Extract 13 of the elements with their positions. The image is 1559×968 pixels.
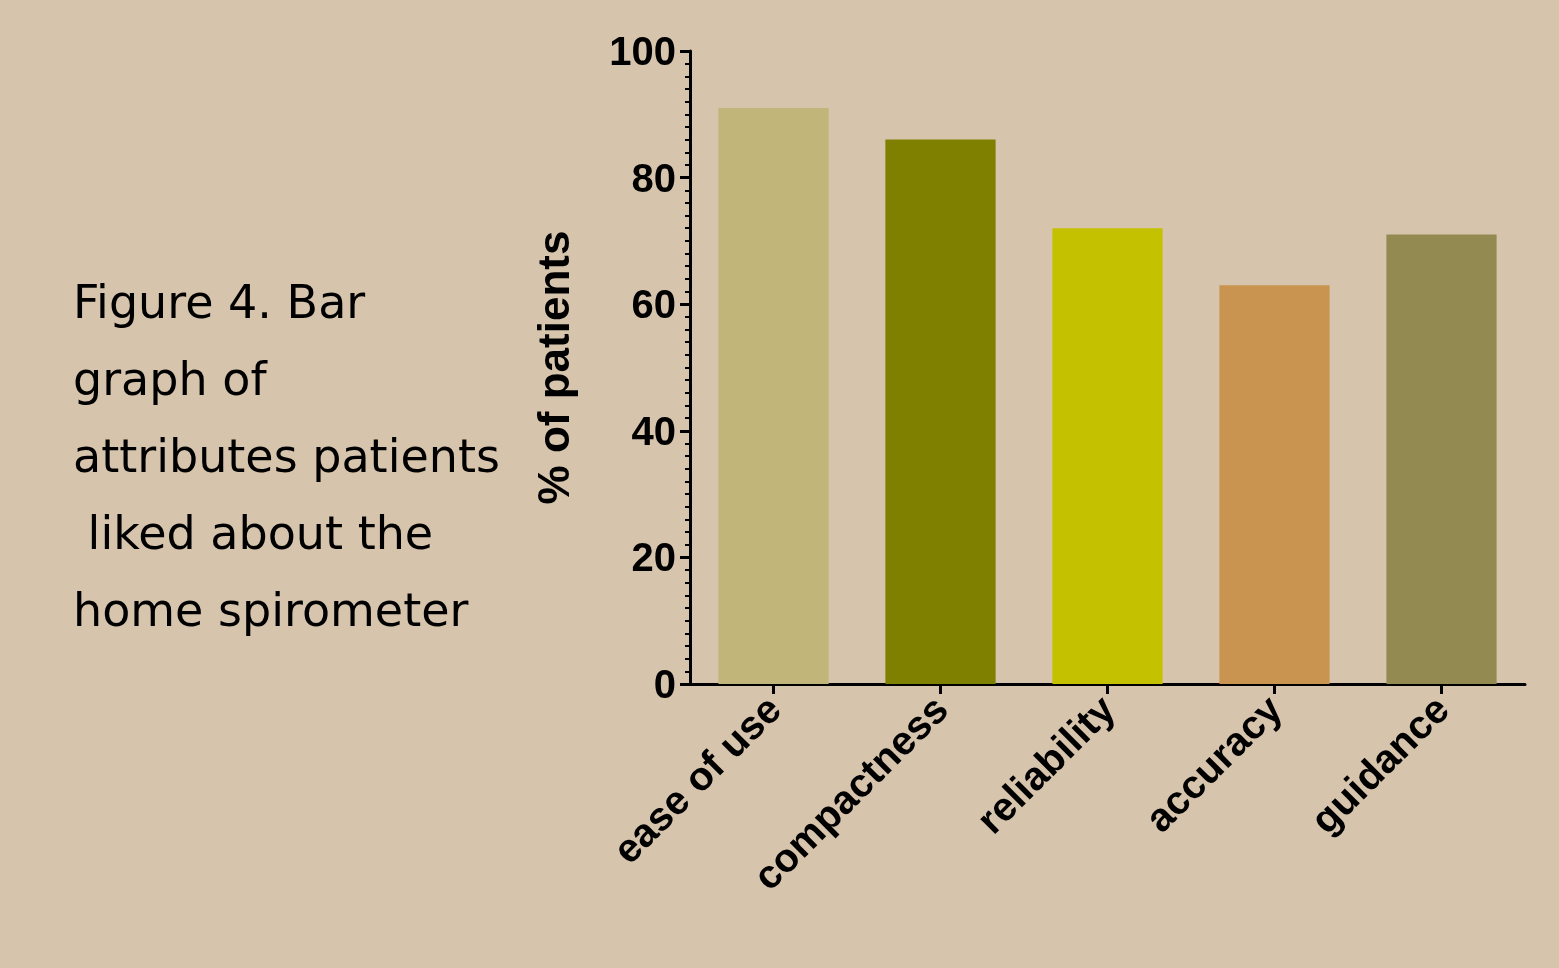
bar bbox=[718, 107, 829, 684]
y-tick-label: 60 bbox=[631, 282, 676, 327]
y-tick-label: 80 bbox=[631, 155, 676, 200]
text: Figure 4. Bar graph of attributes patients liked about the home spirometer bbox=[73, 274, 500, 637]
y-tick-label: 100 bbox=[609, 29, 676, 73]
y-axis-title: % of patients bbox=[528, 230, 578, 505]
bar bbox=[885, 139, 996, 684]
bar bbox=[1052, 228, 1163, 684]
y-tick-label: 40 bbox=[631, 408, 676, 453]
y-tick-label: 20 bbox=[631, 535, 676, 580]
y-tick-label: 0 bbox=[653, 662, 676, 706]
bar bbox=[1386, 234, 1497, 684]
bar bbox=[1219, 285, 1330, 684]
